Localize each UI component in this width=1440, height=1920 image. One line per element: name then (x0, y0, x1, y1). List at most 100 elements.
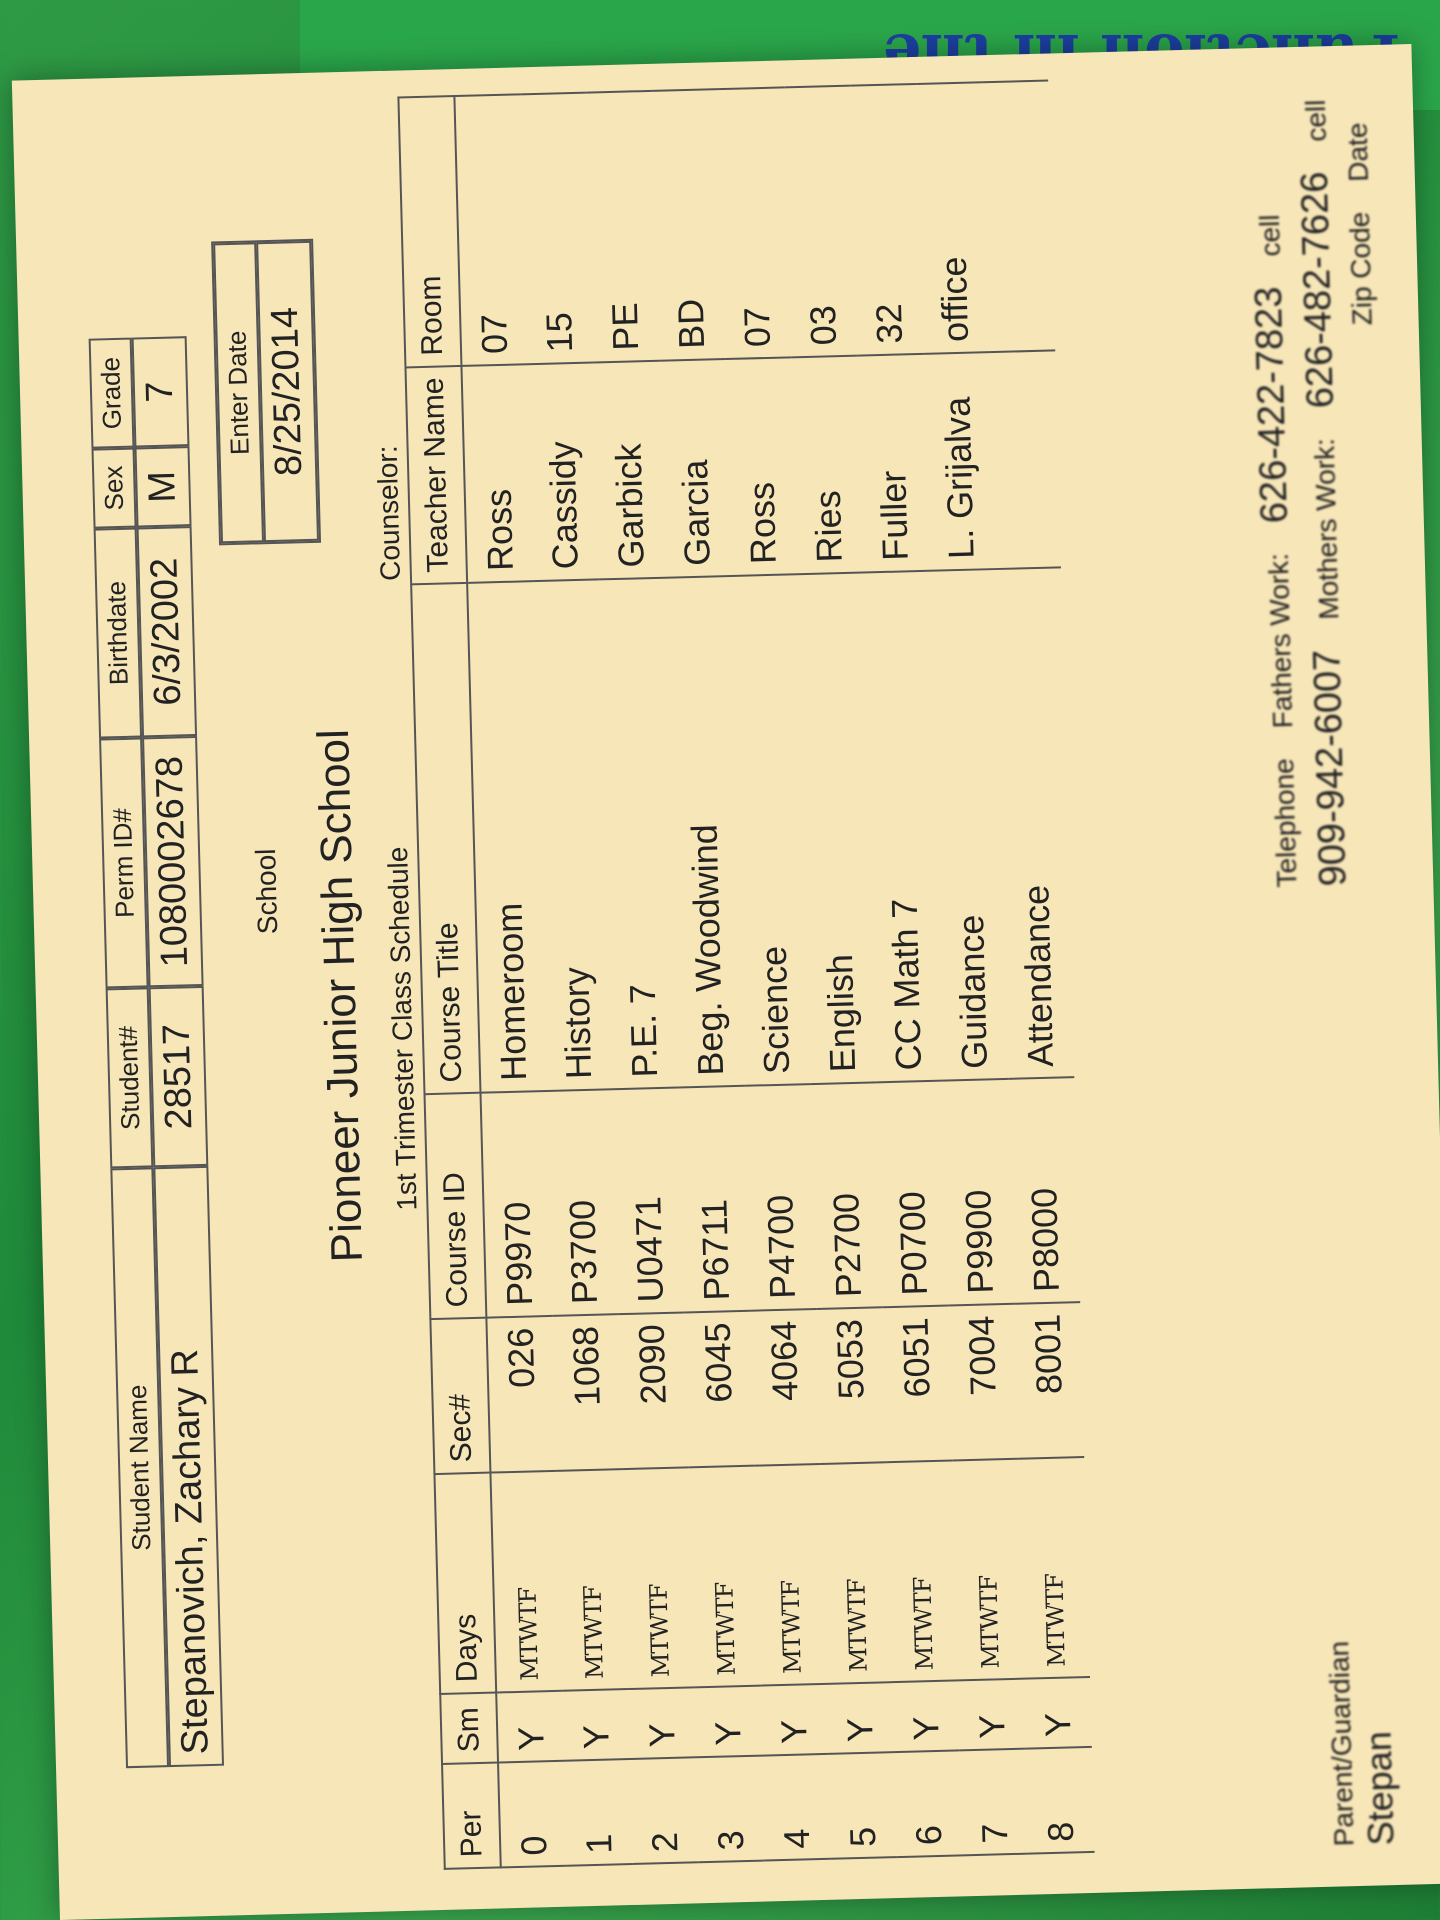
col-header-course-id: Course ID (424, 1092, 487, 1320)
cell-days: MTWTF (556, 1469, 629, 1691)
cell-days: MTWTF (1018, 1457, 1090, 1679)
cell-sec: 1068 (552, 1314, 623, 1471)
col-header-sec: Sec# (430, 1317, 491, 1475)
counselor-label: Counselor: (371, 445, 407, 582)
cell-sm: Y (826, 1682, 894, 1754)
cell-per: 7 (959, 1748, 1029, 1856)
cell-course-id: P0700 (876, 1080, 949, 1308)
fathers-work: 626-422-7823 (1247, 286, 1296, 524)
date-label: Date (1341, 122, 1374, 183)
cell-per: 5 (827, 1752, 897, 1859)
cell-course-id: P6711 (678, 1085, 751, 1313)
cell-days: MTWTF (490, 1470, 563, 1693)
cell-room: 07 (718, 87, 792, 359)
cell-teacher: L. Grijalva (923, 352, 995, 571)
cell-sec: 4064 (750, 1308, 821, 1466)
parent-name: Stepan (1357, 1730, 1402, 1846)
cell-course-id: P9900 (942, 1078, 1015, 1306)
contact-info: Telephone Fathers Work: 626-422-7823 cel… (1243, 98, 1394, 888)
zip-label: Zip Code (1343, 211, 1378, 326)
col-header-teacher: Teacher Name (405, 365, 468, 585)
schedule-table: Per Sm Days Sec# Course ID Course Title Teache… (397, 79, 1095, 1870)
cell-sec: 026 (486, 1315, 557, 1473)
label-birthdate: Birthdate (93, 527, 143, 739)
cell-course-id: P8000 (1008, 1077, 1081, 1304)
cell-label-2: cell (1299, 99, 1332, 143)
cell-per: 2 (629, 1757, 699, 1864)
telephone-label: Telephone (1268, 757, 1303, 888)
cell-label-1: cell (1253, 214, 1286, 257)
col-header-days: Days (434, 1472, 497, 1694)
birthdate: 6/3/2002 (136, 526, 198, 738)
cell-days: MTWTF (754, 1463, 827, 1686)
cell-room: office (916, 82, 990, 354)
cell-sm: Y (628, 1687, 696, 1760)
cell-sm: Y (694, 1685, 762, 1758)
cell-per: 4 (761, 1753, 831, 1861)
cell-room (982, 80, 1056, 353)
label-student-no: Student# (105, 987, 154, 1169)
enter-date-box: Enter Date 8/25/2014 (211, 238, 322, 546)
cell-sm: Y (958, 1678, 1026, 1751)
cell-room: 15 (520, 92, 594, 365)
cell-sm: Y (892, 1680, 960, 1753)
cell-course-id: P4700 (744, 1084, 817, 1311)
cell-room: 32 (850, 83, 924, 356)
cell-room: PE (586, 90, 660, 363)
cell-days: MTWTF (622, 1467, 695, 1690)
col-header-room: Room (398, 95, 462, 368)
cell-room: 07 (454, 94, 528, 366)
cell-sec: 6051 (882, 1305, 953, 1463)
cell-per: 1 (564, 1759, 633, 1866)
cell-teacher (989, 350, 1061, 570)
student-no: 28517 (148, 985, 209, 1168)
cell-teacher: Garcia (659, 358, 732, 578)
cell-sm: Y (496, 1690, 565, 1763)
cell-course-id: P2700 (810, 1082, 883, 1309)
label-sex: Sex (91, 447, 137, 529)
cell-teacher: Cassidy (527, 362, 600, 582)
cell-teacher: Ries (791, 355, 864, 575)
schedule-title: 1st Trimester Class Schedule (382, 846, 423, 1212)
cell-per: 0 (498, 1760, 567, 1868)
cell-days: MTWTF (952, 1458, 1025, 1681)
cell-per: 6 (893, 1750, 963, 1858)
cell-days: MTWTF (886, 1460, 959, 1683)
sex: M (134, 446, 192, 528)
grade: 7 (131, 336, 190, 448)
cell-teacher: Ross (461, 364, 534, 583)
cell-sec: 6045 (684, 1310, 755, 1468)
cell-sm: Y (760, 1683, 828, 1756)
label-perm-id: Perm ID# (99, 737, 149, 989)
perm-id: 1080002678 (142, 736, 204, 988)
schedule-document: Student Name Student# Perm ID# Birthdate… (11, 43, 1440, 1920)
cell-sm: Y (1024, 1676, 1092, 1749)
fathers-work-label: Fathers Work: (1262, 552, 1299, 729)
cell-sec: 2090 (618, 1312, 689, 1470)
parent-label: Parent/Guardian (1323, 1640, 1360, 1847)
cell-room: BD (652, 89, 726, 361)
parent-guardian: Parent/Guardian Stepan (1323, 1639, 1402, 1847)
cell-teacher: Ross (725, 357, 798, 576)
school-label: School (250, 848, 284, 935)
cell-course-id: P3700 (546, 1089, 619, 1316)
cell-sec: 7004 (948, 1303, 1019, 1461)
mothers-work: 626-482-7626 (1293, 171, 1342, 409)
col-header-per: Per (442, 1762, 501, 1869)
cell-per: 3 (695, 1755, 765, 1863)
col-header-sm: Sm (440, 1692, 499, 1764)
cell-sec: 8001 (1014, 1302, 1085, 1459)
cell-course-title: Attendance (994, 567, 1075, 1079)
label-grade: Grade (88, 337, 135, 449)
cell-teacher: Fuller (857, 353, 929, 573)
cell-room: 03 (784, 85, 858, 358)
student-info: Student Name Student# Perm ID# Birthdate… (88, 336, 225, 1769)
cell-sm: Y (562, 1689, 630, 1761)
cell-course-id: U0471 (612, 1087, 685, 1315)
cell-sec: 5053 (816, 1307, 887, 1464)
cell-teacher: Garbick (593, 360, 666, 580)
telephone: 909-942-6007 (1306, 649, 1355, 887)
school-name: Pioneer Junior High School (308, 728, 372, 1263)
mothers-work-label: Mothers Work: (1308, 437, 1345, 621)
enter-date: 8/25/2014 (256, 240, 319, 543)
